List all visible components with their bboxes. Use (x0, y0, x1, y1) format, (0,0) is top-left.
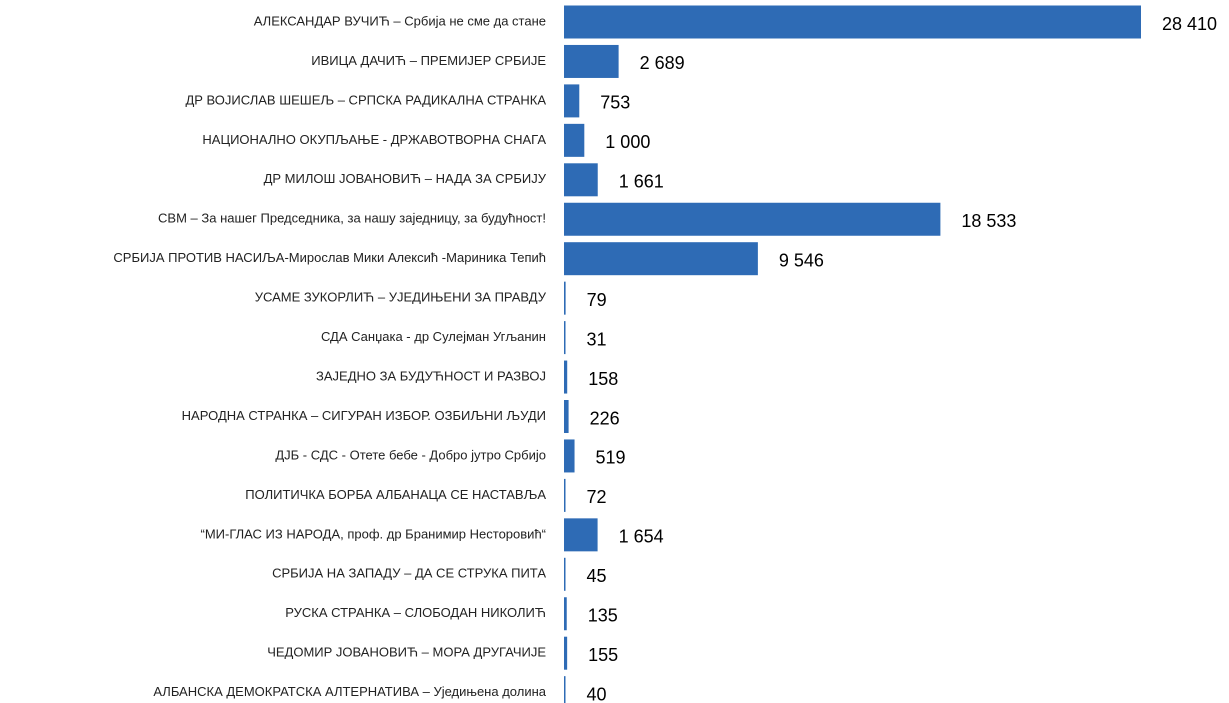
value-label: 72 (587, 487, 607, 507)
category-label: ЧЕДОМИР ЈОВАНОВИЋ – МОРА ДРУГАЧИЈЕ (267, 645, 546, 660)
value-label: 753 (600, 93, 630, 113)
value-label: 2 689 (640, 53, 685, 73)
category-label: УСАМЕ ЗУКОРЛИЋ – УЈЕДИЊЕНИ ЗА ПРАВДУ (255, 290, 547, 305)
value-label: 158 (588, 369, 618, 389)
category-label: ДР МИЛОШ ЈОВАНОВИЋ – НАДА ЗА СРБИЈУ (264, 171, 547, 186)
bar (564, 636, 568, 670)
bar (564, 400, 569, 433)
bar (564, 597, 567, 631)
category-label: СДА Санџака - др Сулејман Угљанин (321, 329, 546, 344)
value-label: 40 (587, 684, 607, 703)
value-label: 135 (588, 606, 618, 626)
category-label: СРБИЈА НА ЗАПАДУ – ДА СЕ СТРУКА ПИТА (272, 566, 546, 581)
category-label: АЛЕКСАНДАР ВУЧИЋ – Србија не сме да стан… (254, 13, 546, 28)
bar (564, 676, 566, 703)
bar (564, 439, 575, 473)
bar (564, 242, 758, 276)
category-label: “МИ-ГЛАС ИЗ НАРОДА, проф. др Бранимир Не… (201, 526, 547, 541)
value-label: 519 (596, 448, 626, 468)
value-label: 45 (587, 566, 607, 586)
bar (564, 360, 568, 394)
category-label: АЛБАНСКА ДЕМОКРАТСКА АЛТЕРНАТИВА – Уједи… (153, 684, 546, 699)
category-label: НАЦИОНАЛНО ОКУПЉАЊЕ - ДРЖАВОТВОРНА СНАГА (202, 132, 546, 147)
bar (564, 163, 598, 197)
value-label: 1 654 (619, 527, 664, 547)
value-label: 28 410 (1162, 14, 1217, 34)
value-label: 79 (587, 290, 607, 310)
category-label: ИВИЦА ДАЧИЋ – ПРЕМИЈЕР СРБИЈЕ (311, 53, 546, 68)
category-label: ДР ВОЈИСЛАВ ШЕШЕЉ – СРПСКА РАДИКАЛНА СТР… (185, 92, 546, 107)
category-label: ПОЛИТИЧКА БОРБА АЛБАНАЦА СЕ НАСТАВЉА (245, 487, 546, 502)
bar (564, 84, 580, 118)
bar (564, 44, 619, 78)
category-label: НАРОДНА СТРАНКА – СИГУРАН ИЗБОР. ОЗБИЉНИ… (182, 408, 546, 423)
category-label: ДЈБ - СДС - Отете бебе - Добро јутро Срб… (275, 447, 546, 462)
value-label: 9 546 (779, 250, 824, 270)
value-label: 1 661 (619, 172, 664, 192)
category-label: СВМ – За нашег Председника, за нашу заје… (158, 211, 546, 226)
bar (564, 321, 566, 355)
value-label: 226 (590, 408, 620, 428)
bar (564, 518, 598, 552)
bar (564, 123, 585, 157)
bar (564, 281, 566, 315)
bar (564, 478, 566, 512)
category-label: СРБИЈА ПРОТИВ НАСИЉА-Мирослав Мики Алекс… (113, 250, 546, 265)
bar (564, 5, 1141, 39)
bar (564, 557, 566, 591)
value-label: 18 533 (961, 211, 1016, 231)
value-label: 31 (587, 329, 607, 349)
value-label: 155 (588, 645, 618, 665)
category-label: РУСКА СТРАНКА – СЛОБОДАН НИКОЛИЋ (285, 605, 546, 620)
category-label: ЗАЈЕДНО ЗА БУДУЋНОСТ И РАЗВОЈ (316, 368, 546, 383)
value-label: 1 000 (605, 132, 650, 152)
bar (564, 202, 941, 236)
